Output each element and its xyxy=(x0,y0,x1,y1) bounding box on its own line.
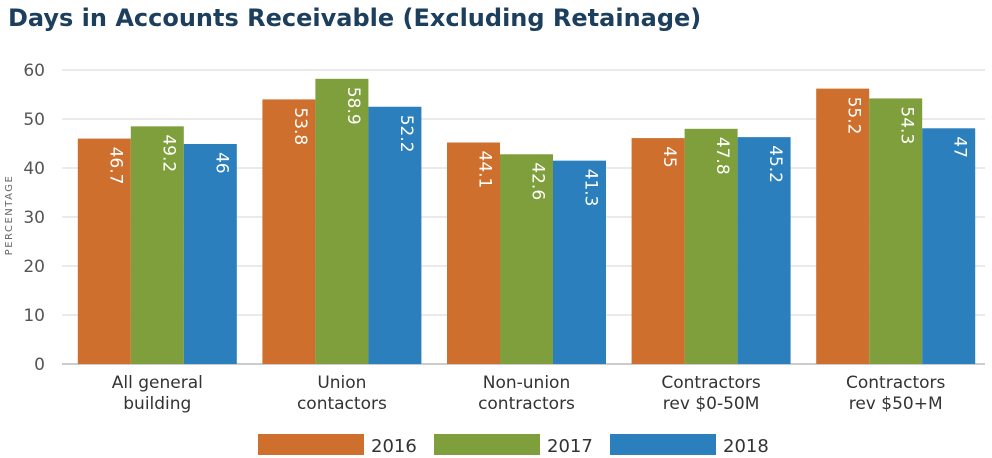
bar xyxy=(77,138,131,364)
bar xyxy=(315,78,369,364)
x-axis: All general building Union contactors Non-un… xyxy=(112,373,946,414)
y-tick-label: 50 xyxy=(23,110,45,130)
x-tick-label: Contractors rev $0-50M xyxy=(661,373,761,414)
bar-value-label: 58.9 xyxy=(343,87,363,125)
y-tick-label: 30 xyxy=(23,208,45,228)
bar-value-label: 49.2 xyxy=(158,134,178,172)
bar-value-label: 47.8 xyxy=(712,137,732,175)
bar-value-label: 47 xyxy=(950,136,970,158)
bar xyxy=(631,138,685,364)
bar-value-label: 54.3 xyxy=(897,106,917,144)
legend-swatch xyxy=(434,434,540,455)
y-tick-label: 60 xyxy=(23,61,45,81)
y-tick-label: 40 xyxy=(23,159,45,179)
bar-value-label: 45.2 xyxy=(765,145,785,183)
y-axis: 0 10 20 30 40 50 60 xyxy=(23,61,45,375)
bar xyxy=(737,137,791,364)
x-tick-label: All general building xyxy=(112,373,203,414)
bar-value-label: 45 xyxy=(659,146,679,168)
bar xyxy=(684,128,738,364)
bar xyxy=(183,143,237,364)
y-tick-label: 10 xyxy=(23,306,45,326)
bar-value-label: 53.8 xyxy=(290,107,310,145)
legend-label: 2017 xyxy=(547,436,593,457)
chart-title: Days in Accounts Receivable (Excluding R… xyxy=(8,4,702,32)
bar xyxy=(922,128,976,364)
bar-value-label: 55.2 xyxy=(844,97,864,135)
bar-value-label: 52.2 xyxy=(396,115,416,153)
x-tick-label: Union contactors xyxy=(297,373,387,414)
bar-value-label: 41.3 xyxy=(581,169,601,207)
legend: 2016 2017 2018 xyxy=(258,434,769,457)
bar-value-label: 46 xyxy=(211,152,231,174)
bar xyxy=(262,99,316,365)
bar-value-label: 44.1 xyxy=(475,151,495,189)
y-tick-label: 20 xyxy=(23,257,45,277)
bar-value-label: 46.7 xyxy=(105,147,125,185)
bar xyxy=(447,142,500,364)
legend-label: 2016 xyxy=(371,436,417,457)
legend-swatch xyxy=(258,434,364,455)
x-tick-label: Contractors rev $50+M xyxy=(846,373,946,414)
legend-label: 2018 xyxy=(723,436,769,457)
legend-swatch xyxy=(610,434,716,455)
bar xyxy=(368,106,422,364)
y-axis-title: PERCENTAGE xyxy=(4,175,15,256)
bar xyxy=(816,88,870,365)
x-tick-label: Non-union contractors xyxy=(478,373,575,414)
bar xyxy=(553,160,606,364)
bar xyxy=(130,126,184,364)
bar xyxy=(500,154,553,364)
y-tick-label: 0 xyxy=(34,355,45,375)
bar xyxy=(869,98,923,365)
bar-value-label: 42.6 xyxy=(528,162,548,200)
bars: 46.7 49.2 46 53.8 58.9 52.2 44.1 42.6 41.3 45 47.8… xyxy=(77,78,976,365)
